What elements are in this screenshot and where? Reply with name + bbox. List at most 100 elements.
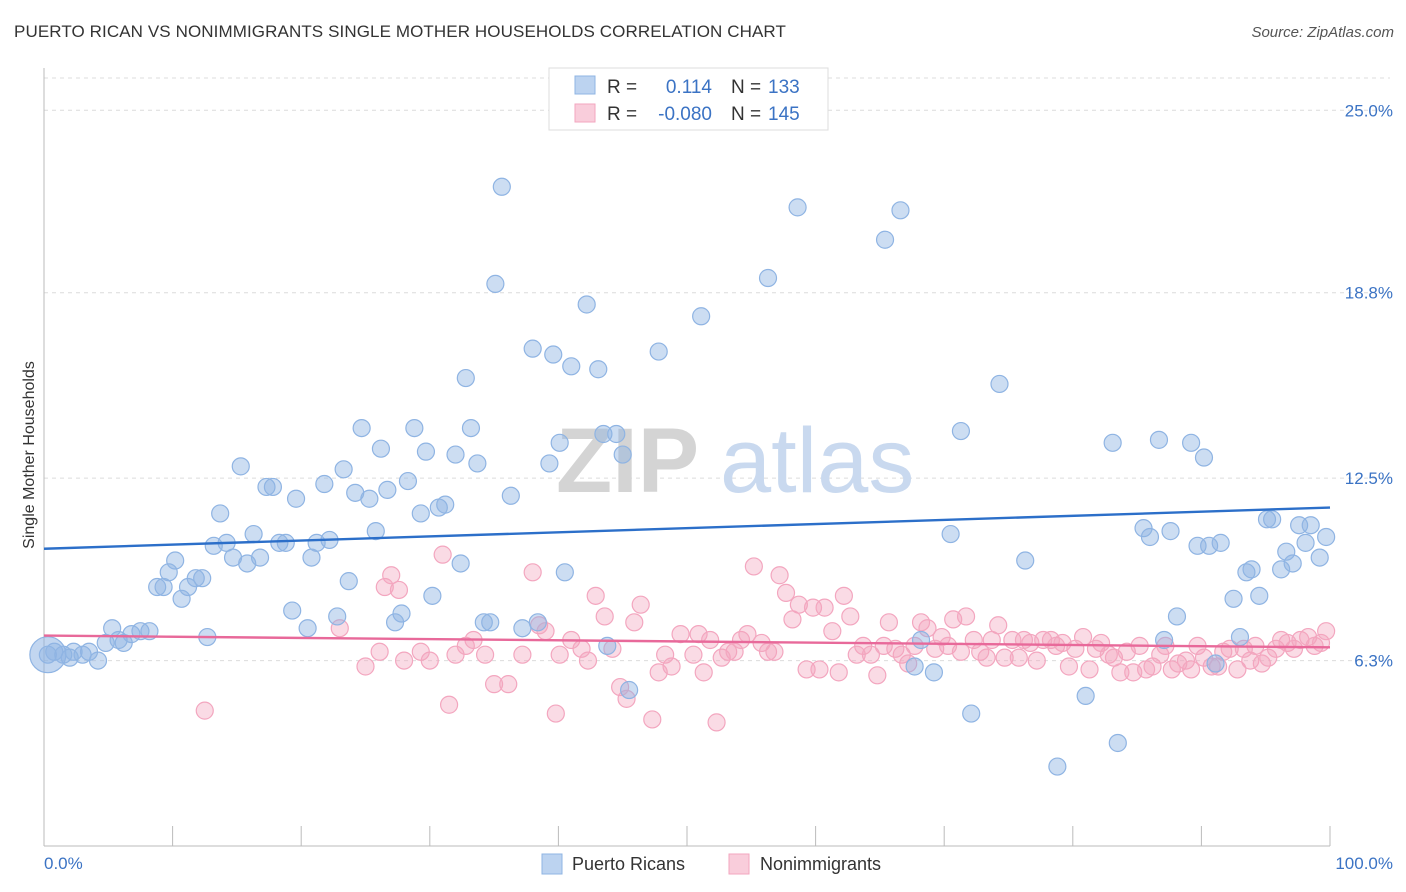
bottom-legend: Puerto Ricans Nonimmigrants <box>541 853 881 875</box>
puerto-rican-point-118 <box>1237 563 1256 582</box>
nonimmigrant-point-52 <box>765 642 784 661</box>
legend-swatch-blue <box>574 75 596 95</box>
nonimmigrant-point-49 <box>744 557 763 576</box>
puerto-rican-point-47 <box>352 418 371 438</box>
puerto-rican-point-30 <box>244 524 263 544</box>
puerto-rican-point-19 <box>172 589 191 608</box>
nonimmigrant-point-17 <box>499 675 518 694</box>
nonimmigrant-point-0 <box>195 701 214 720</box>
nonimmigrant-point-56 <box>789 595 808 614</box>
nonimmigrant-point-6 <box>389 580 409 600</box>
puerto-rican-point-65 <box>468 454 487 473</box>
y-tick-label-1: 12.5% <box>1345 469 1393 488</box>
puerto-rican-point-88 <box>758 268 778 288</box>
puerto-rican-point-32 <box>257 477 276 497</box>
puerto-rican-point-114 <box>1206 654 1225 673</box>
puerto-rican-point-81 <box>594 424 613 444</box>
nonimmigrant-point-82 <box>956 607 976 626</box>
puerto-rican-point-130 <box>1317 527 1336 547</box>
chart-title: PUERTO RICAN VS NONIMMIGRANTS SINGLE MOT… <box>14 22 786 41</box>
nonimmigrant-point-26 <box>578 651 598 670</box>
puerto-rican-point-48 <box>360 489 379 508</box>
puerto-rican-point-57 <box>416 442 436 461</box>
legend-n-value-blue: 133 <box>768 77 800 98</box>
puerto-rican-point-56 <box>411 504 430 523</box>
axes <box>43 68 1331 847</box>
puerto-rican-point-15 <box>148 577 167 597</box>
nonimmigrant-point-42 <box>701 630 720 650</box>
puerto-rican-point-115 <box>1211 533 1230 552</box>
puerto-rican-point-105 <box>1140 527 1160 547</box>
puerto-rican-point-101 <box>1076 686 1095 706</box>
puerto-rican-point-125 <box>1283 554 1302 573</box>
puerto-rican-point-107 <box>1155 630 1174 650</box>
bottom-legend-label-blue: Puerto Ricans <box>572 854 685 874</box>
puerto-rican-point-79 <box>577 295 596 314</box>
nonimmigrant-point-39 <box>684 645 703 664</box>
puerto-rican-point-95 <box>941 524 960 544</box>
puerto-rican-point-70 <box>501 486 520 505</box>
legend-n-label-pink: N = <box>731 104 761 125</box>
puerto-rican-point-55 <box>405 418 424 438</box>
nonimmigrant-point-36 <box>656 645 675 664</box>
puerto-rican-point-72 <box>523 339 542 358</box>
puerto-ricans-trend-line <box>43 506 1331 550</box>
puerto-rican-point-78 <box>562 357 581 376</box>
nonimmigrant-point-5 <box>382 566 401 585</box>
nonimmigrant-point-69 <box>874 636 893 655</box>
nonimmigrant-point-43 <box>707 713 726 732</box>
nonimmigrant-point-123 <box>1220 639 1239 658</box>
puerto-rican-point-35 <box>276 533 295 552</box>
nonimmigrant-point-1 <box>330 619 349 638</box>
watermark-atlas: atlas <box>720 410 914 512</box>
puerto-rican-point-25 <box>211 504 230 523</box>
puerto-rican-point-106 <box>1149 430 1169 449</box>
puerto-rican-point-60 <box>436 495 455 514</box>
puerto-rican-point-94 <box>924 663 944 682</box>
trend-lines <box>43 506 1331 649</box>
nonimmigrant-point-32 <box>625 613 644 632</box>
nonimmigrant-point-93 <box>1027 651 1046 670</box>
puerto-rican-point-50 <box>371 439 391 458</box>
puerto-rican-point-98 <box>990 374 1009 394</box>
puerto-rican-bubble <box>29 636 67 674</box>
puerto-rican-point-58 <box>423 586 442 605</box>
nonimmigrant-point-46 <box>725 642 744 661</box>
puerto-rican-point-89 <box>788 198 807 217</box>
nonimmigrant-point-16 <box>485 675 504 694</box>
puerto-rican-point-86 <box>649 342 668 361</box>
puerto-rican-point-45 <box>339 572 358 591</box>
puerto-rican-point-54 <box>398 471 418 491</box>
nonimmigrant-point-53 <box>770 566 789 585</box>
nonimmigrant-point-33 <box>631 595 650 614</box>
nonimmigrant-point-60 <box>815 598 834 617</box>
nonimmigrant-point-138 <box>1317 622 1336 641</box>
puerto-rican-point-43 <box>328 607 347 626</box>
nonimmigrant-point-22 <box>546 704 565 723</box>
legend-n-value-pink: 145 <box>768 104 800 125</box>
nonimmigrant-point-23 <box>550 645 569 664</box>
y-tick-label-3: 25.0% <box>1345 101 1393 120</box>
y-tick-labels: 6.3% 12.5% 18.8% 25.0% <box>1345 101 1393 670</box>
puerto-rican-point-34 <box>270 533 289 552</box>
legend-n-label-blue: N = <box>731 77 761 98</box>
puerto-rican-point-41 <box>315 474 334 494</box>
y-tick-label-0: 6.3% <box>1354 652 1393 671</box>
nonimmigrant-point-125 <box>1234 639 1253 658</box>
puerto-rican-point-63 <box>456 368 475 388</box>
puerto-rican-point-83 <box>607 424 626 444</box>
nonimmigrant-point-41 <box>694 663 713 682</box>
puerto-rican-point-102 <box>1103 433 1122 452</box>
nonimmigrant-point-19 <box>523 563 542 582</box>
nonimmigrant-point-54 <box>776 583 796 603</box>
nonimmigrant-point-67 <box>861 645 880 664</box>
y-axis-title: Single Mother Households <box>21 361 38 549</box>
legend-r-value-blue: 0.114 <box>666 77 713 98</box>
puerto-rican-point-92 <box>905 657 924 676</box>
legend: R = 0.114 N = 133 R = -0.080 N = 145 <box>548 67 829 131</box>
grid-lines <box>44 77 1390 662</box>
puerto-rican-point-119 <box>1242 560 1261 579</box>
nonimmigrant-point-62 <box>829 663 848 682</box>
nonimmigrant-point-59 <box>810 660 829 679</box>
